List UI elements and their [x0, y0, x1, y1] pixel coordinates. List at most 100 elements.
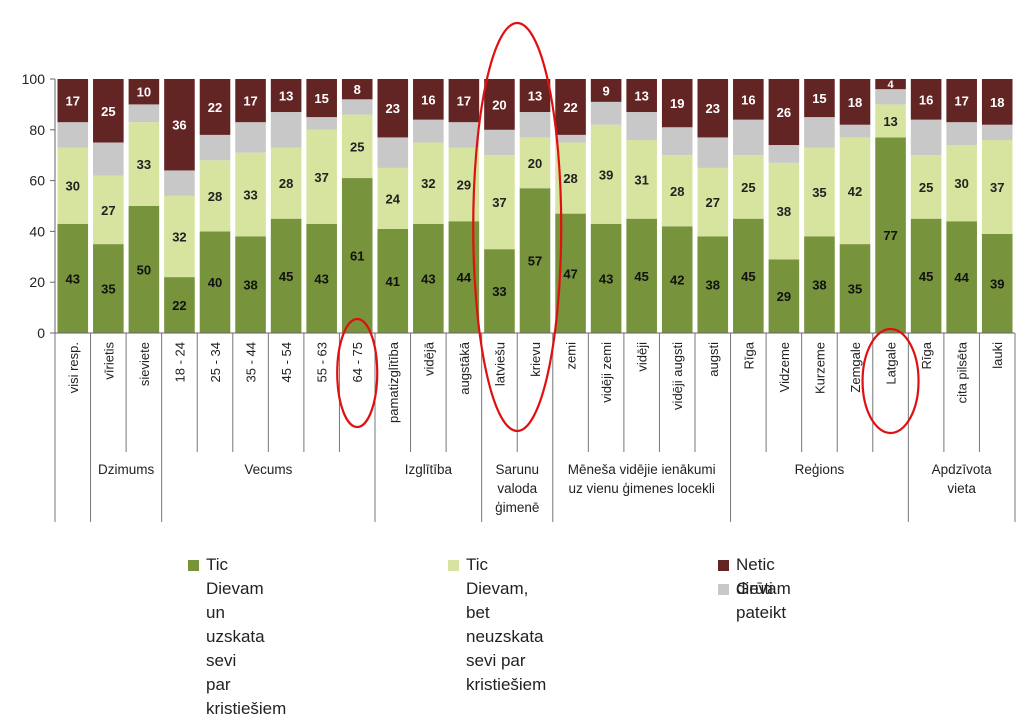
data-label: 22	[172, 298, 186, 313]
data-label: 37	[314, 170, 328, 185]
bar-segment	[235, 122, 266, 153]
group-label-line: ģimenē	[495, 500, 539, 515]
category-label: lauki	[990, 342, 1005, 369]
data-label: 50	[137, 263, 151, 278]
category-label: 18 - 24	[172, 342, 187, 382]
data-label: 28	[279, 176, 293, 191]
data-label: 38	[706, 278, 720, 293]
legend-swatch-hard-to-say	[718, 584, 729, 595]
group-label: Sarunu valoda ģimenē	[495, 462, 539, 515]
bar-segment	[270, 218, 302, 333]
data-label: 13	[883, 114, 897, 129]
category-label: cita pilsēta	[955, 341, 970, 403]
bar-segment	[164, 170, 195, 196]
bar-segment	[413, 142, 444, 224]
bar-segment	[377, 228, 409, 333]
data-label: 23	[386, 101, 400, 116]
bar-segment	[199, 231, 231, 333]
y-tick-label: 100	[22, 71, 46, 87]
data-label: 20	[492, 97, 506, 112]
bar-segment	[590, 223, 622, 333]
y-tick-label: 40	[29, 223, 45, 239]
group-label-line: Vecums	[244, 462, 292, 477]
data-label: 25	[919, 180, 933, 195]
group-label-line: uz vienu ģimenes locekli	[569, 481, 715, 496]
bar-segment	[804, 79, 835, 118]
group-label-line: Mēneša vidējie ienākumi	[568, 462, 716, 477]
bar-segment	[875, 137, 906, 333]
data-label: 13	[528, 89, 542, 104]
data-label: 33	[243, 188, 257, 203]
data-label: 43	[66, 271, 80, 286]
bar-segment	[768, 259, 800, 333]
bar-segment	[93, 142, 124, 176]
legend-label-hard-to-say: Grūti pateikt	[736, 579, 787, 622]
bar-segment	[128, 104, 160, 123]
y-tick-label: 80	[29, 122, 45, 138]
bar-segment	[768, 79, 800, 146]
bar-segment	[946, 145, 977, 222]
data-label: 45	[741, 269, 755, 284]
data-label: 38	[812, 278, 826, 293]
data-label: 16	[741, 92, 755, 107]
group-label-line: vieta	[947, 481, 976, 496]
bar-segment	[199, 160, 231, 232]
bar-segment	[519, 79, 551, 113]
bar-segment	[875, 79, 906, 90]
data-label: 40	[208, 275, 222, 290]
bar-segment	[839, 124, 871, 138]
bar-segment	[626, 79, 657, 113]
legend-swatch-believers-christians	[188, 560, 199, 571]
bar-segment	[733, 155, 764, 219]
category-label: vidēji	[635, 342, 650, 372]
bar-segment	[413, 79, 444, 120]
group-label: Apdzīvota vieta	[932, 462, 993, 496]
data-label: 39	[599, 167, 613, 182]
bar-segment	[839, 79, 871, 125]
data-label: 38	[243, 278, 257, 293]
bar-segment	[199, 134, 231, 161]
data-label: 27	[101, 203, 115, 218]
bar-segment	[946, 79, 977, 123]
bar-segment	[377, 167, 409, 229]
category-label: latviešu	[492, 342, 507, 386]
bar-segment	[839, 244, 871, 333]
legend-swatch-non-believers	[718, 560, 729, 571]
group-label-line: valoda	[497, 481, 537, 496]
data-label: 32	[421, 176, 435, 191]
stacked-bar-chart: 0 20 40 60 80 100 43 30 17 35 27 25 50 33 10 22 32 36 40 2…	[22, 21, 1016, 522]
bar-segment	[164, 195, 195, 278]
bar-segment	[555, 79, 586, 135]
bar-segment	[128, 122, 160, 206]
bar-segment	[306, 117, 337, 130]
bar-segment	[910, 218, 942, 333]
bar-segment	[555, 134, 586, 143]
data-label: 33	[137, 157, 151, 172]
category-label: vidēji augsti	[670, 342, 685, 410]
category-label: visi resp.	[66, 342, 81, 393]
bar-segment	[661, 79, 693, 128]
category-label: Rīga	[741, 341, 756, 369]
bar-segment	[270, 79, 302, 113]
category-label: 55 - 63	[315, 342, 330, 382]
category-label: krievu	[528, 342, 543, 377]
category-label: pamatizglītība	[386, 341, 401, 423]
bar-segment	[57, 147, 89, 224]
bar-segment	[661, 127, 693, 156]
bar-segment	[981, 79, 1013, 125]
data-label: 57	[528, 254, 542, 269]
category-label: Zemgale	[848, 342, 863, 393]
data-label: 4	[887, 79, 894, 91]
category-label: 25 - 34	[208, 342, 223, 382]
data-label: 22	[208, 100, 222, 115]
data-label: 77	[883, 228, 897, 243]
data-label: 25	[350, 139, 364, 154]
bar-segment	[981, 139, 1013, 234]
group-label-line: Dzimums	[98, 462, 154, 477]
category-label: Vidzeme	[777, 342, 792, 392]
bar-segment	[306, 223, 337, 333]
data-label: 16	[421, 92, 435, 107]
bar-segment	[448, 79, 480, 123]
data-label: 8	[354, 82, 361, 97]
bar-segment	[448, 122, 480, 148]
